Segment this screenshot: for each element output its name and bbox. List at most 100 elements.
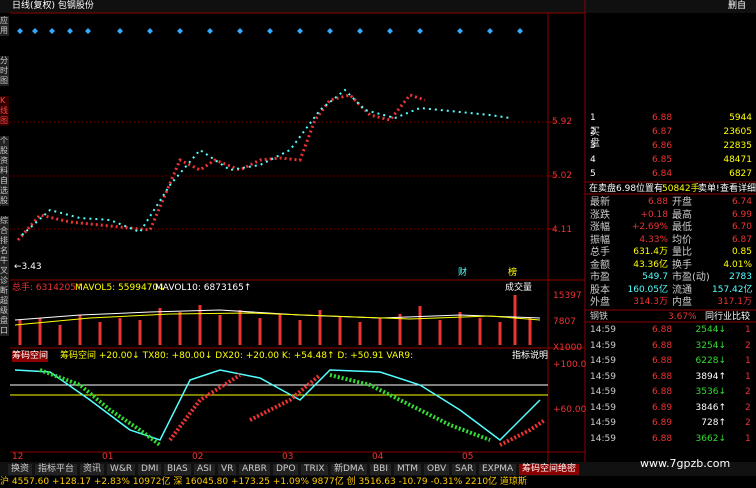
bottom-tab[interactable]: EXPMA — [479, 464, 517, 475]
side-tab[interactable]: 应用 — [0, 16, 9, 36]
trade-volume: 3846↑ — [695, 402, 726, 413]
stat-label: 流通 — [672, 284, 692, 296]
side-tab[interactable]: 自选股 — [0, 176, 9, 206]
marker: 榜 — [508, 268, 518, 278]
stat-label: 换手 — [672, 259, 692, 271]
delete-button[interactable]: 删自 — [728, 1, 747, 11]
stat-label: 市盈 — [590, 272, 610, 283]
indicator-axis-label: +60.00 — [553, 405, 587, 415]
low-label: ←3.43 — [14, 262, 42, 272]
industry-change: 3.67% — [668, 312, 697, 322]
bottom-tab[interactable]: SAR — [452, 464, 477, 475]
volume: 23605 — [723, 127, 752, 137]
x-label: 01 — [102, 452, 114, 462]
x-label: 02 — [192, 452, 204, 462]
trade-price: 6.88 — [652, 371, 673, 382]
trade-count: 2 — [745, 387, 751, 397]
level: 5 — [590, 169, 596, 179]
bottom-tab[interactable]: DPO — [273, 464, 299, 475]
bottom-tab[interactable]: 换资 — [8, 464, 33, 475]
bottom-tab[interactable]: DMI — [138, 464, 162, 475]
side-label: 买盘 — [590, 127, 600, 149]
level: 3 — [590, 141, 596, 151]
industry-link[interactable]: 同行业比较 — [705, 312, 751, 322]
stat-value: 2783 — [729, 272, 752, 282]
volume-axis-label: 7807 — [553, 317, 576, 327]
bottom-tab[interactable]: VR — [218, 464, 237, 475]
trade-count: 1 — [745, 371, 751, 382]
stat-value: 160.05亿 — [627, 284, 669, 295]
price: 6.85 — [652, 155, 673, 165]
bottom-tab[interactable]: ARBR — [239, 464, 270, 475]
side-tab[interactable]: 牛叉诊断 — [0, 256, 9, 296]
trade-price: 6.89 — [652, 402, 673, 413]
bottom-tab[interactable]: 指标平台 — [35, 464, 78, 475]
trade-volume: 3536↓ — [695, 387, 726, 397]
stat-value: 157.42亿 — [712, 284, 753, 295]
alert-kind: 卖单! — [698, 184, 720, 194]
side-tab[interactable]: K线图 — [0, 96, 9, 126]
side-tab[interactable]: 超级盘口 — [0, 296, 9, 336]
stat-label: 量比 — [672, 247, 692, 258]
stat-value: 6.74 — [731, 197, 752, 207]
industry: 钢铁 — [590, 312, 609, 322]
stat-label: 涨跌 — [590, 209, 610, 221]
bottom-tab[interactable]: TRIX — [301, 464, 328, 475]
x-label: 03 — [282, 452, 294, 462]
side-tab[interactable]: 个股资料 — [0, 136, 9, 176]
trade-time: 14:59 — [590, 433, 616, 444]
status-bar: 沪 4557.60 +128.17 +2.83% 10972亿 深 16045.… — [0, 477, 527, 487]
side-tab[interactable]: 分时图 — [0, 56, 9, 86]
stat-label: 最低 — [672, 222, 692, 233]
x-label: 12 — [12, 452, 24, 462]
trade-price: 6.89 — [652, 418, 673, 428]
indicator-axis-label: +100.0 — [553, 360, 587, 370]
marker: 财 — [458, 268, 468, 278]
bottom-tab[interactable]: MTM — [394, 464, 422, 475]
volume-bars — [18, 295, 532, 345]
bottom-tab[interactable]: OBV — [424, 464, 450, 475]
trade-time: 14:59 — [590, 402, 616, 413]
volume: 6827 — [729, 169, 752, 179]
mavol10: MAVOL10: 6873165↑ — [155, 283, 252, 293]
stat-value: 4.33% — [639, 234, 668, 245]
bottom-tab[interactable]: 筹码空间绝密 — [519, 464, 580, 475]
side-tab[interactable]: 综合排名 — [0, 216, 9, 256]
bottom-tab[interactable]: W&R — [107, 464, 136, 475]
trade-time: 14:59 — [590, 356, 616, 366]
trade-price: 6.88 — [652, 433, 673, 444]
indicator-params: 筹码空间 +20.00↓ TX80: +80.00↓ DX20: +20.00 … — [60, 351, 414, 361]
trade-time: 14:59 — [590, 418, 616, 428]
price: 6.87 — [652, 127, 673, 137]
stat-label: 涨幅 — [590, 222, 610, 233]
bottom-tab[interactable]: 新DMA — [331, 464, 367, 475]
stat-label: 均价 — [672, 234, 692, 246]
volume-button[interactable]: 成交量 — [505, 283, 533, 293]
alert-qty: 50842手 — [662, 184, 700, 194]
bottom-tab[interactable]: ASI — [194, 464, 215, 475]
price-axis-label: 4.11 — [552, 225, 573, 235]
bottom-tab[interactable]: 资讯 — [80, 464, 105, 475]
trade-count: 1 — [745, 433, 751, 444]
bottom-tab[interactable]: BBI — [370, 464, 392, 475]
level: 4 — [590, 155, 596, 165]
volume-axis-label: 15397 — [553, 291, 582, 301]
stat-value: 6.88 — [647, 197, 668, 207]
indicator-name: 筹码空间 — [12, 351, 49, 362]
bottom-tab[interactable]: BIAS — [164, 464, 191, 475]
alert-link[interactable]: 查看详细 — [720, 184, 756, 194]
stat-value: 0.85 — [731, 247, 752, 257]
stat-value: 314.3万 — [633, 297, 668, 307]
stat-value: +2.69% — [631, 222, 668, 232]
stat-label: 最新 — [590, 197, 610, 208]
indicator-button[interactable]: 指标说明 — [512, 351, 549, 361]
trade-count: 2 — [745, 402, 751, 413]
trade-time: 14:59 — [590, 387, 616, 397]
trade-time: 14:59 — [590, 325, 616, 335]
price: 6.84 — [652, 169, 673, 179]
stat-label: 外盘 — [590, 297, 610, 308]
stat-value: 6.87 — [731, 234, 752, 245]
volume-label: 总手: 6314205↑ — [12, 283, 84, 293]
chart-title: 日线(复权) 包钢股份 — [12, 1, 94, 11]
